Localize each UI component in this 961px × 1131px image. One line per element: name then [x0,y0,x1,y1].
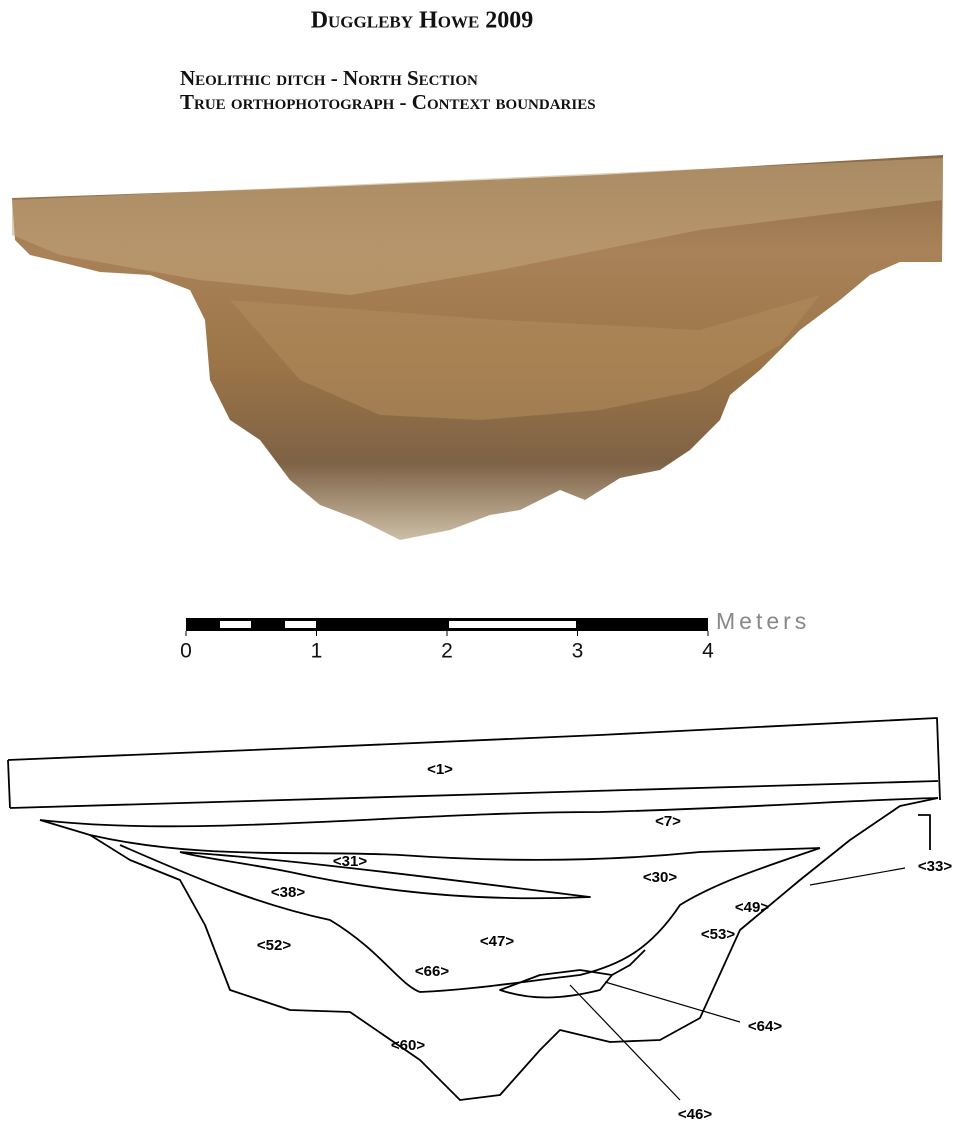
subtitle: True orthophotograph - Context boundarie… [180,90,596,114]
context-label: <64> [748,1018,782,1035]
scale-segment [285,621,316,628]
context-label: <30> [643,869,677,886]
boundary [500,970,612,998]
boundary [918,815,930,850]
context-label: <46> [678,1106,712,1123]
leader-line [570,985,680,1100]
scale-label: 0 [180,640,192,663]
section-drawing [8,718,940,1100]
leader-line [605,982,740,1022]
context-label: <52> [257,937,291,954]
title: Duggleby Howe 2009 [311,8,534,34]
boundary [180,852,590,898]
figure: Duggleby Howe 2009 Neolithic ditch - Nor… [0,0,961,1126]
scale-label: 3 [572,640,584,663]
context-label: <33> [918,858,952,875]
boundary [120,845,820,992]
scale-label: 1 [311,640,323,663]
boundary [8,718,940,800]
leader-line [810,868,905,885]
scale-bar [186,618,708,631]
context-label: <31> [333,853,367,870]
context-label: <60> [391,1037,425,1054]
subtitle: Neolithic ditch - North Section [180,66,478,90]
context-label: <66> [415,963,449,980]
context-label: <53> [701,926,735,943]
context-label: <47> [480,933,514,950]
scale-label: 4 [702,640,714,663]
boundary [8,760,10,808]
context-label: <1> [427,761,453,778]
scale-segment [449,621,576,628]
scale-unit: Meters [716,608,810,634]
context-label: <49> [735,899,769,916]
scale-frame [186,618,708,631]
context-label: <7> [655,813,681,830]
boundary [40,798,938,826]
scale-label: 2 [441,640,453,663]
context-label: <38> [271,884,305,901]
scale-segment [220,621,251,628]
